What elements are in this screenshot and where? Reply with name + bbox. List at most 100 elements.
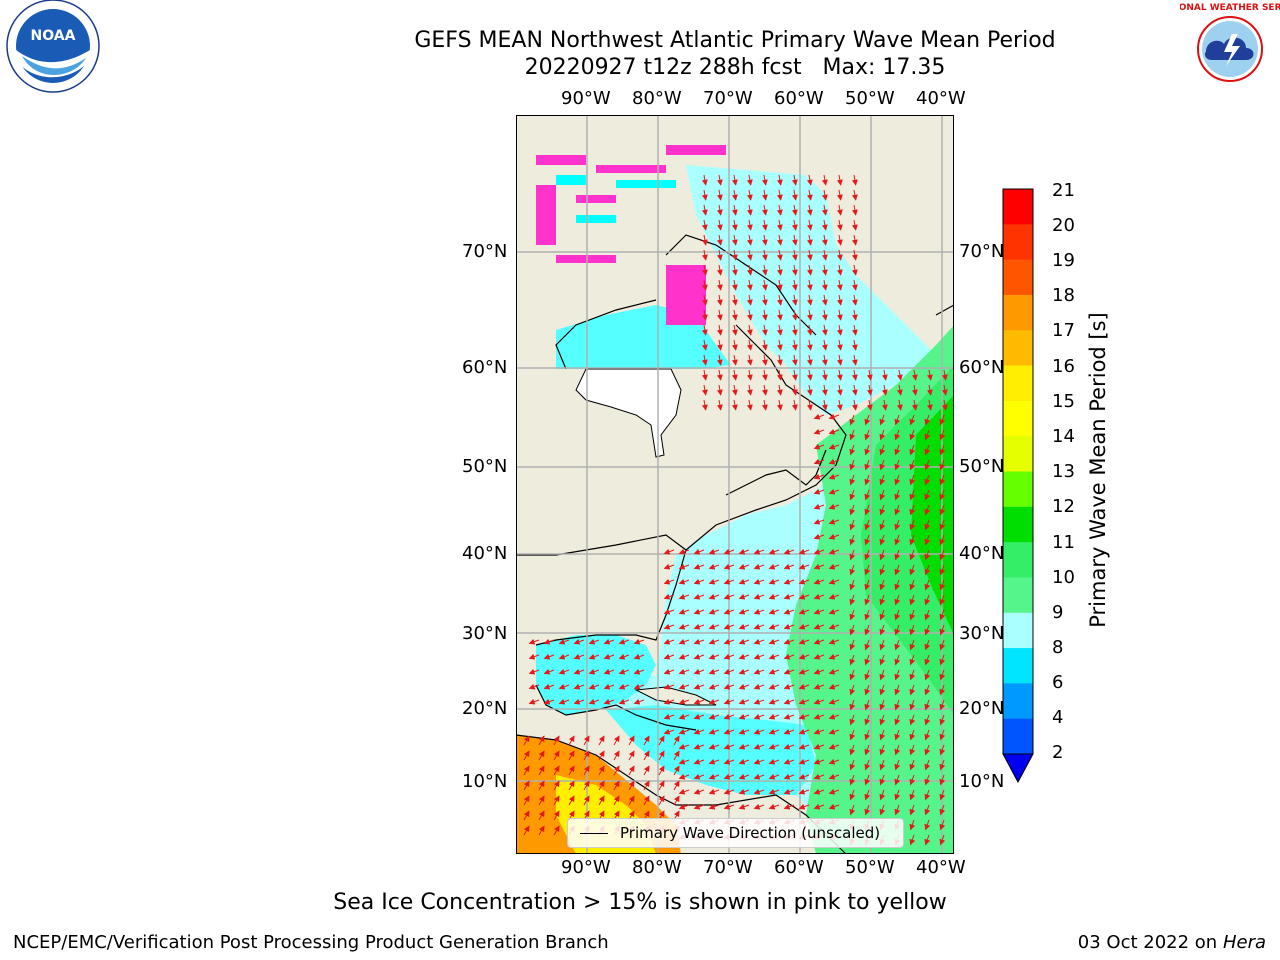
wave-direction-arrow [753,788,765,795]
wave-direction-arrow [836,339,843,351]
noaa-logo: NOAA [2,0,104,96]
wave-direction-arrow [939,519,946,531]
wave-direction-arrow [849,804,856,816]
wave-direction-arrow [828,713,840,720]
wave-direction-arrow [761,189,768,201]
wave-direction-arrow [849,504,856,516]
wave-direction-arrow [813,713,825,720]
wave-direction-arrow [813,503,825,510]
wave-direction-arrow [723,608,735,615]
wave-direction-arrow [663,548,675,555]
wave-direction-arrow [738,578,750,585]
wave-direction-arrow [738,638,750,645]
wave-direction-arrow [836,309,843,321]
sea-ice-edges [556,175,676,223]
wave-direction-arrow [806,189,813,201]
wave-direction-arrow [879,669,886,681]
lon-label-top-60w: 60°W [774,88,824,109]
wave-direction-arrow [753,578,765,585]
wave-direction-arrow [708,608,720,615]
wave-direction-arrow [894,594,901,606]
wave-direction-arrow [924,594,931,606]
wave-direction-arrow [924,459,931,471]
wave-direction-arrow [523,795,530,806]
wave-direction-arrow [598,735,605,746]
wave-direction-arrow [806,309,813,321]
wave-direction-arrow [828,743,840,750]
wave-direction-arrow [618,698,630,705]
wave-direction-arrow [864,519,871,531]
wave-direction-arrow [761,279,768,291]
wave-direction-arrow [894,759,901,771]
wave-direction-arrow [701,189,708,201]
wave-direction-arrow [828,803,840,810]
wave-direction-arrow [791,174,798,186]
wave-direction-arrow [663,578,675,585]
colorbar-tick: 9 [1052,602,1064,623]
wave-direction-arrow [881,384,888,396]
wave-direction-arrow [939,639,946,651]
wave-direction-arrow [618,668,630,675]
wave-direction-arrow [864,654,871,666]
wave-direction-arrow [761,324,768,336]
wave-direction-arrow [894,774,901,786]
wave-direction-arrow [849,519,856,531]
wave-direction-arrow [693,593,705,600]
wave-direction-arrow [864,429,871,441]
wave-direction-arrow [768,698,780,705]
wave-direction-arrow [678,758,690,765]
wave-direction-arrow [798,683,810,690]
wave-direction-arrow [753,623,765,630]
wave-direction-arrow [879,714,886,726]
lon-label-top-40w: 40°W [916,88,966,109]
wave-direction-arrow [738,548,750,555]
wave-direction-arrow [864,579,871,591]
wave-direction-arrow [894,579,901,591]
wave-direction-arrow [708,623,720,630]
wave-direction-arrow [776,234,783,246]
wave-direction-arrow [924,474,931,486]
wave-direction-arrow [909,594,916,606]
wave-direction-arrow [643,795,650,806]
wave-direction-arrow [879,534,886,546]
wave-direction-arrow [806,249,813,261]
wave-direction-arrow [738,563,750,570]
wave-direction-arrow [538,810,545,821]
wave-direction-arrow [879,699,886,711]
lon-label-bottom-40w: 40°W [916,857,966,878]
wave-direction-arrow [879,564,886,576]
wave-direction-arrow [761,339,768,351]
wave-direction-arrow [731,339,738,351]
wave-direction-arrow [663,563,675,570]
wave-direction-arrow [909,789,916,801]
wave-direction-arrow [663,593,675,600]
wave-direction-arrow [806,324,813,336]
wave-direction-arrow [776,324,783,336]
wave-direction-arrow [783,728,795,735]
wave-direction-arrow [909,639,916,651]
wave-direction-arrow [716,339,723,351]
wave-direction-arrow [851,369,858,381]
colorbar-tick: 17 [1052,320,1075,341]
wave-direction-arrow [678,608,690,615]
wave-direction-arrow [828,518,840,525]
wave-direction-arrow [761,249,768,261]
wave-direction-arrow [911,369,918,381]
wave-direction-arrow [528,638,540,645]
wave-direction-arrow [731,234,738,246]
wave-direction-arrow [776,399,783,411]
wave-direction-arrow [813,413,825,420]
wave-direction-arrow [851,249,858,261]
wave-direction-arrow [723,758,735,765]
wave-direction-arrow [828,488,840,495]
wave-direction-arrow [783,563,795,570]
wave-direction-arrow [768,593,780,600]
wave-direction-arrow [849,459,856,471]
wave-direction-arrow [864,804,871,816]
wave-direction-arrow [879,624,886,636]
wave-direction-arrow [909,774,916,786]
wave-direction-arrow [628,780,635,791]
wave-direction-arrow [598,750,605,761]
wave-direction-arrow [909,759,916,771]
wave-direction-arrow [678,683,690,690]
